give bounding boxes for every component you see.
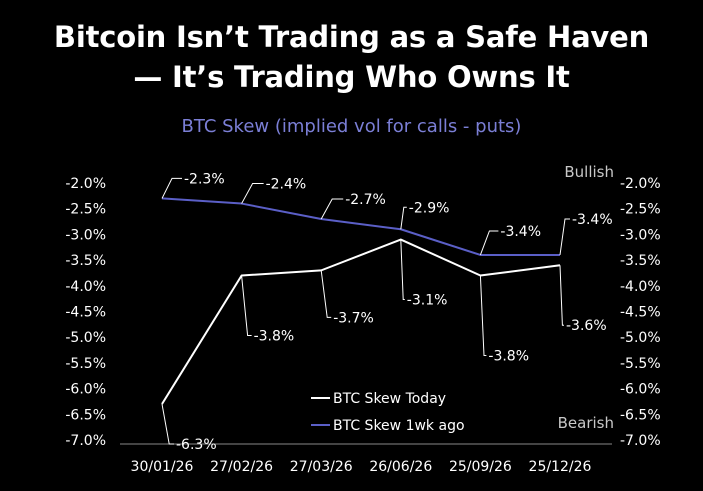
x-tick-label: 30/01/26 [131, 459, 194, 475]
chart-subtitle: BTC Skew (implied vol for calls - puts) [181, 116, 522, 137]
chart-legend: BTC Skew Today BTC Skew 1wk ago [311, 391, 465, 434]
data-label: -3.8% [488, 349, 529, 365]
legend-label-1wk: BTC Skew 1wk ago [333, 418, 465, 434]
data-label-leader [559, 265, 564, 326]
y-tick-label-left: -3.5% [65, 253, 106, 269]
y-tick-label-right: -2.5% [620, 202, 661, 218]
y-tick-label-left: -4.0% [65, 279, 106, 295]
y-tick-label-right: -5.0% [620, 330, 661, 346]
chart-axes: -2.0% -2.0% -2.5% -2.5% -3.0% -3.0% -3.5% -3.5%… [65, 176, 660, 475]
y-tick-label-left: -5.5% [65, 356, 106, 372]
data-labels-layer: -6.3% -3.8% -3.7% -3.1% -3.8% -3.6% -2.3% -2.4%… [161, 171, 613, 453]
data-label-leader [320, 270, 332, 318]
y-tick-label-left: -4.5% [65, 305, 106, 321]
y-tick-label-left: -6.0% [65, 382, 106, 398]
y-tick-label-right: -3.5% [620, 253, 661, 269]
series-layer [161, 197, 561, 405]
y-tick-label-right: -6.0% [620, 382, 661, 398]
data-label-leader [400, 239, 405, 301]
data-label-leader [479, 230, 499, 256]
data-label-leader [241, 275, 252, 337]
data-label: -2.9% [409, 200, 450, 216]
bearish-annotation: Bearish [558, 414, 614, 432]
y-tick-label-right: -3.0% [620, 227, 661, 243]
x-tick-label: 25/12/26 [529, 459, 592, 475]
y-tick-label-left: -5.0% [65, 330, 106, 346]
y-tick-label-right: -6.5% [620, 407, 661, 423]
data-label-leader [479, 275, 487, 357]
data-label: -2.7% [345, 192, 386, 208]
data-label: -3.1% [407, 293, 448, 309]
data-label: -3.4% [572, 212, 613, 228]
x-tick-label: 26/06/26 [369, 459, 432, 475]
y-tick-label-right: -4.5% [620, 305, 661, 321]
bullish-annotation: Bullish [564, 163, 614, 181]
series-line-today [161, 238, 561, 405]
y-tick-label-right: -7.0% [620, 433, 661, 449]
x-tick-label: 27/03/26 [290, 459, 353, 475]
data-label-leader [161, 177, 182, 199]
y-tick-label-right: -5.5% [620, 356, 661, 372]
data-label-leader [320, 198, 344, 220]
data-label-leader [400, 206, 407, 230]
data-label: -2.3% [184, 171, 225, 187]
data-label: -6.3% [176, 437, 217, 453]
x-tick-label: 27/02/26 [210, 459, 273, 475]
chart-title-line-1: Bitcoin Isn’t Trading as a Safe Haven [53, 20, 650, 54]
y-tick-label-left: -2.0% [65, 176, 106, 192]
series-line-1wk-ago [161, 197, 560, 256]
y-tick-label-left: -7.0% [65, 433, 106, 449]
data-label-leader [241, 183, 264, 204]
y-tick-label-left: -2.5% [65, 202, 106, 218]
y-tick-label-right: -2.0% [620, 176, 661, 192]
y-tick-label-left: -3.0% [65, 227, 106, 243]
data-label: -2.4% [266, 177, 307, 193]
x-tick-label: 25/09/26 [449, 459, 512, 475]
y-tick-label-left: -6.5% [65, 407, 106, 423]
data-label: -3.6% [566, 318, 607, 334]
data-label: -3.4% [500, 224, 541, 240]
chart-title-line-2: — It’s Trading Who Owns It [133, 60, 570, 94]
y-tick-label-right: -4.0% [620, 279, 661, 295]
data-label-leader [161, 403, 174, 445]
data-label-leader [559, 218, 570, 256]
data-label: -3.8% [254, 329, 295, 345]
legend-label-today: BTC Skew Today [333, 391, 446, 407]
data-label: -3.7% [333, 310, 374, 326]
